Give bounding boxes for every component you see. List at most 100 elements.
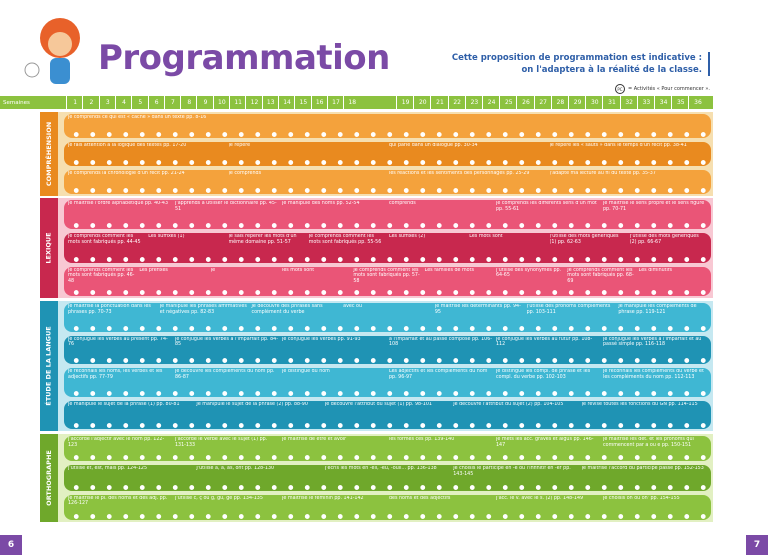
activity: Je conjugue les verbes pp. 91-93 — [282, 336, 361, 342]
section: ORTHOGRAPHE J'accorde l'adjectif avec le … — [40, 434, 713, 522]
week-number: 32 — [619, 96, 638, 109]
week-bar — [0, 96, 713, 109]
activity: Je comprends les différents sens d'un mo… — [496, 201, 597, 212]
week-number: 6 — [147, 96, 165, 109]
note-line: on l'adaptera à la réalité de la classe. — [521, 65, 702, 75]
activity: Je comprends comment les mots sont fabri… — [68, 234, 141, 245]
activity: Je manipule le sujet de la phrase (1) pp… — [68, 401, 180, 407]
activity: Je conjugue les verbes à l'imparfait et … — [603, 336, 702, 348]
title: Programmation — [98, 38, 390, 78]
activity: Les diminutifs — [638, 267, 673, 273]
section: ÉTUDE DE LA LANGUE Je maîtrise la ponctua… — [40, 301, 713, 431]
row: Je reconnais les noms, les verbes et les… — [64, 368, 711, 397]
row: Je conjugue les verbes au présent pp. 74… — [64, 335, 711, 364]
week-number: 23 — [464, 96, 483, 109]
activity: Je découvre les compléments du nom pp. 8… — [175, 369, 275, 380]
week-number: 3 — [98, 96, 116, 109]
page-number: 7 — [746, 535, 768, 555]
activity: J'accorde l'adjectif avec le nom pp. 122… — [68, 437, 165, 448]
week-number: 26 — [516, 96, 534, 109]
week-number: 30 — [585, 96, 603, 109]
row: J'utilise et, est, mais pp. 124-125 J'uti… — [64, 465, 711, 491]
section-label-text: ÉTUDE DE LA LANGUE — [45, 326, 54, 406]
activity: les formes ces pp. 139-140 — [389, 437, 455, 442]
row: Je comprends comment les mots sont fabri… — [64, 266, 711, 296]
section-label-text: COMPRÉHENSION — [45, 121, 54, 187]
activity: J'acc. le v. avec le s. (2) pp. 148-149 — [496, 495, 584, 501]
activity: Je reconnais les compléments du verbe et… — [603, 369, 704, 380]
activity: J'utilise et, est, mais pp. 124-125 — [68, 466, 148, 472]
page-number: 6 — [0, 535, 22, 555]
activity: Je maîtrise l'ordre alphabétique pp. 40-… — [68, 201, 169, 206]
activity: qui parle dans un dialogue pp. 30-34 — [389, 143, 478, 148]
activity: Les familles de mots — [424, 267, 474, 273]
note-line: Cette proposition de programmation est i… — [451, 53, 702, 63]
week-number: 15 — [294, 96, 311, 109]
activity: Je reconnais les noms, les verbes et les… — [68, 369, 163, 380]
week-number: 10 — [212, 96, 230, 109]
row: J'accorde l'adjectif avec le nom pp. 122… — [64, 436, 711, 462]
week-number: 7 — [163, 96, 181, 109]
activity: comprends — [389, 201, 416, 206]
activity: avec ou — [343, 304, 363, 309]
activity: Je découvre l'attribut du sujet (1) pp. … — [324, 401, 432, 407]
activity: Je comprends comment les mots sont fabri… — [353, 267, 420, 284]
week-number: 17 — [326, 96, 344, 109]
activity: J'utilise à, a, as, ont pp. 128-130 — [196, 466, 275, 472]
activity: Je conjugue les verbes au futur pp. 108-… — [496, 336, 593, 348]
week-number: 33 — [636, 96, 655, 109]
activity: Je conjugue les verbes à l'imparfait pp.… — [175, 336, 278, 348]
week-number: 34 — [654, 96, 672, 109]
week-number: 11 — [229, 96, 246, 109]
activity: Je sais repérer les mots d'un même domai… — [228, 234, 297, 245]
week-number: 22 — [447, 96, 466, 109]
section: COMPRÉHENSION Je comprends ce qui est « c… — [40, 112, 713, 196]
week-number: 2 — [82, 96, 99, 109]
activity: Je manipule le sujet de la phrase (2) pp… — [196, 401, 308, 407]
week-number: 27 — [533, 96, 552, 109]
activity: Je découvre des phrases sans complément … — [251, 304, 323, 315]
week-number: 28 — [550, 96, 569, 109]
activity: Je manipule des noms pp. 52-54 — [282, 201, 360, 206]
week-number: 35 — [671, 96, 689, 109]
legend: PC = Activités « Pour commencer ». — [614, 84, 710, 94]
activity: Je distingue les compl. de phrase et les… — [496, 369, 591, 380]
activity: Je maîtrise le féminin pp. 141-142 — [282, 495, 364, 501]
week-number: 16 — [310, 96, 328, 109]
legend-icon: PC — [614, 84, 625, 94]
activity: Je distingue du nom — [282, 369, 330, 374]
activity: Je manipule les phrases affirmatives et … — [159, 304, 247, 315]
activity: Je maîtrise le pl. des noms et des adj. … — [68, 495, 168, 507]
week-number: 1 — [66, 96, 83, 109]
activity: Je comprends comment les mots sont fabri… — [308, 234, 382, 245]
row: Je comprends ce qui est « caché » dans u… — [64, 114, 711, 138]
activity: Les suffixes (1) — [148, 234, 185, 240]
activity: Je comprends comment les mots sont fabri… — [567, 267, 634, 284]
row: Je maîtrise la ponctuation dans les phra… — [64, 303, 711, 332]
section-label: LEXIQUE — [40, 198, 58, 298]
activity: Je repère les « sauts » dans le temps d'… — [549, 143, 687, 148]
activity: Je comprends — [228, 171, 262, 176]
section-label-text: ORTHOGRAPHE — [45, 450, 53, 506]
note: Cette proposition de programmation est i… — [452, 52, 710, 76]
week-number: 25 — [499, 96, 517, 109]
weeks-label: Semaines — [3, 99, 30, 106]
week-number: 29 — [568, 96, 586, 109]
activity: Je maîtrise l'accord du participe passé … — [581, 466, 704, 472]
activity: J'utilise c, ç ou g, gu, ge pp. 134-135 — [175, 495, 263, 501]
activity: Les mots sont — [469, 234, 503, 240]
activity: Je maîtrise les déterminants pp. 94-95 — [434, 304, 521, 315]
mascot — [24, 18, 80, 84]
activity: J'accorde le verbe avec le sujet (1) pp.… — [175, 437, 268, 448]
activity: J'écris les mots en -eil, -eu, -ouil... … — [324, 466, 437, 472]
activity: les mots sont — [281, 267, 315, 273]
activity: J'adapte ma lecture au fil du texte pp. … — [549, 171, 656, 176]
week-number: 20 — [413, 96, 431, 109]
activity: Je choisis on ou on' pp. 154-155 — [603, 495, 680, 501]
week-number: 18 — [343, 96, 360, 109]
activity: Je maîtrise le sens propre et le sens fi… — [603, 201, 705, 212]
activity: Les préfixes — [139, 267, 168, 273]
activity: Je découvre l'attribut du sujet (2) pp. … — [453, 401, 564, 407]
activity: J'utilise des mots génériques (1) pp. 62… — [549, 234, 619, 245]
activity: J'apprends à utiliser le dictionnaire pp… — [175, 201, 277, 212]
